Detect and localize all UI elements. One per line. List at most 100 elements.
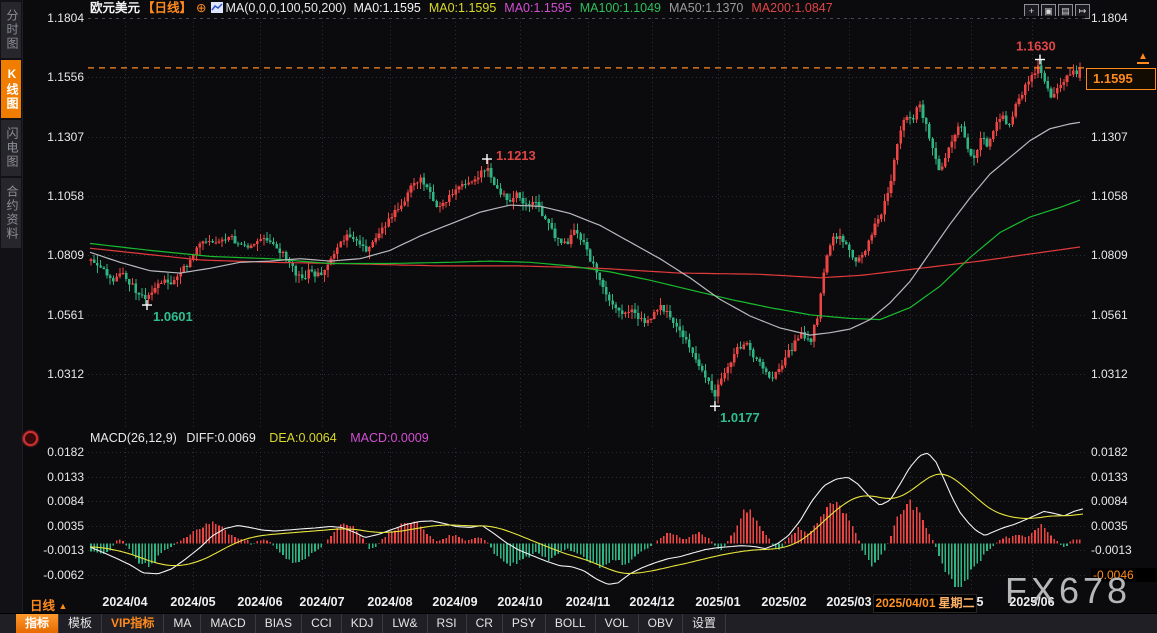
macd-axis-label: 0.0182: [47, 444, 84, 459]
date-tick: 2025/06: [1009, 595, 1055, 609]
mini-chart-icon: [210, 1, 223, 17]
macd-title: MACD(26,12,9): [90, 431, 177, 445]
ma-settings-label: MA(0,0,0,100,50,200): [225, 1, 347, 15]
price-axis-label: 1.0809: [1091, 248, 1128, 263]
svg-text:1.1630: 1.1630: [1016, 39, 1056, 54]
toolbar-button-vol[interactable]: VOL: [596, 614, 639, 633]
price-axis-label: 1.0561: [47, 307, 84, 322]
toolbar-button-obv[interactable]: OBV: [639, 614, 683, 633]
toolbar-button-moban[interactable]: 模板: [59, 614, 103, 633]
toolbar-button-psy[interactable]: PSY: [503, 614, 546, 633]
macd-grid-layer: [88, 448, 1085, 592]
price-axis-label: 1.0312: [47, 366, 84, 381]
price-axis-label: 1.0561: [1091, 307, 1128, 322]
macd-axis-label: 0.0182: [1091, 444, 1128, 459]
svg-text:1.0601: 1.0601: [153, 309, 193, 324]
price-axis-label: 1.1804: [47, 11, 84, 25]
period-tag: 【日线】: [142, 1, 193, 15]
date-tick: 2024/12: [629, 595, 675, 609]
ma-value: MA0:1.1595: [353, 1, 421, 15]
date-tick: 2024/09: [432, 595, 478, 609]
svg-text:1.1213: 1.1213: [496, 148, 536, 163]
macd-diff-value: DIFF:0.0069: [186, 431, 256, 445]
toolbar-button-boll[interactable]: BOLL: [546, 614, 596, 633]
candles-layer: [89, 59, 1082, 407]
circle-plus-icon[interactable]: ⊕: [196, 1, 207, 15]
ma-value: MA0:1.1595: [428, 1, 497, 15]
date-tick: 2025/03: [826, 595, 872, 609]
macd-axis-label: 0.0035: [1091, 518, 1128, 533]
macd-axis-label: 0.0035: [47, 518, 84, 533]
symbol-title: 欧元美元: [90, 1, 141, 15]
sidebar-tab-kline[interactable]: K线图: [1, 60, 21, 118]
price-axis-label: 1.1804: [1091, 11, 1128, 25]
toolbar-button-shezhi[interactable]: 设置: [683, 614, 726, 633]
macd-axis-label: 0.0084: [1091, 494, 1128, 509]
date-tick: 2024/07: [299, 595, 345, 609]
toolbar-button-rsi[interactable]: RSI: [428, 614, 467, 633]
selected-weekday: 星期二: [938, 596, 975, 610]
macd-axis-label: -0.0013: [1091, 543, 1132, 558]
date-tick: 2025/01: [695, 595, 741, 609]
toolbar-button-vip[interactable]: VIP指标: [102, 614, 165, 633]
macd-axis-label: 0.0084: [47, 494, 84, 509]
toolbar-button-zhibiao[interactable]: 指标: [16, 614, 60, 633]
date-tick: 2024/11: [565, 595, 611, 609]
macd-chart[interactable]: [88, 448, 1085, 592]
indicator-eye-icon[interactable]: [23, 431, 38, 446]
date-axis: 日线 ▲ 2025/04/01 星期二 2024/04 2024/05 2024/06…: [0, 592, 1157, 613]
price-axis-label: 1.1556: [47, 70, 84, 85]
toolbar-button-kdj[interactable]: KDJ: [342, 614, 384, 633]
macd-axis-label: 0.0133: [1091, 469, 1128, 484]
date-tick: 2024/10: [497, 595, 543, 609]
date-tick: 2025/02: [761, 595, 807, 609]
macd-header: MACD(26,12,9) DIFF:0.0069 DEA:0.0064 MAC…: [90, 429, 429, 447]
toolbar-button-bias[interactable]: BIAS: [256, 614, 303, 633]
price-axis-label: 1.0809: [47, 248, 84, 263]
period-selector-label: 日线: [30, 599, 56, 613]
ma-value: MA200:1.0847: [751, 1, 833, 15]
chart-header: 欧元美元 【日线】 ⊕ MA(0,0,0,100,50,200) MA0:1.1595 M…: [90, 0, 841, 16]
price-axis-label: 1.1307: [47, 129, 84, 144]
toolbar-button-cr[interactable]: CR: [467, 614, 503, 633]
price-arrow-icon[interactable]: ▲: [1137, 51, 1149, 64]
selected-date: 2025/04/01: [875, 596, 936, 610]
macd-dea-line: [89, 473, 1084, 574]
macd-current-value-label: -0.0046: [1091, 567, 1157, 582]
toolbar-button-cci[interactable]: CCI: [302, 614, 342, 633]
chevron-up-icon: ▲: [58, 601, 68, 611]
ma100-line: [89, 199, 1081, 321]
price-axis-label: 1.0312: [1091, 366, 1128, 381]
date-tick: 2024/06: [237, 595, 283, 609]
date-tick: 2024/05: [170, 595, 216, 609]
date-tick: 5: [976, 595, 984, 609]
toolbar-button-lwr[interactable]: LW&: [383, 614, 428, 633]
ma-value: MA0:1.1595: [504, 1, 572, 15]
sidebar-tab-timeshare[interactable]: 分时图: [1, 2, 21, 58]
extreme-marker: 1.0601: [142, 300, 193, 324]
grid-layer: [88, 18, 1085, 428]
toolbar-button-macd[interactable]: MACD: [201, 614, 256, 633]
extreme-marker: 1.1213: [482, 148, 536, 165]
toolbar-button-ma[interactable]: MA: [164, 614, 202, 633]
selected-date-box: 2025/04/01 星期二: [873, 594, 977, 613]
current-price-box: 1.1595: [1086, 68, 1156, 90]
macd-axis-label: 0.0133: [47, 469, 84, 484]
price-axis-label: 1.1307: [1091, 129, 1128, 144]
sidebar-tab-lightning[interactable]: 闪电图: [1, 120, 21, 176]
date-tick: 2024/08: [367, 595, 413, 609]
current-price-value: 1.1595: [1093, 71, 1133, 86]
macd-macd-value: MACD:0.0009: [350, 431, 429, 445]
ma-value: MA50:1.1370: [669, 1, 744, 15]
left-sidebar: 分时图 K线图 闪电图 合约资料: [0, 0, 23, 633]
candlestick-chart[interactable]: 1.0601 1.1213 1.0177 1.1630: [88, 16, 1085, 428]
macd-diff-line: [89, 452, 1084, 585]
macd-dea-value: DEA:0.0064: [269, 431, 337, 445]
period-selector[interactable]: 日线 ▲: [30, 595, 67, 614]
ma-value: MA100:1.1049: [579, 1, 662, 15]
macd-histogram-layer: [90, 499, 1081, 587]
sidebar-tab-contract[interactable]: 合约资料: [1, 178, 21, 248]
extreme-marker: 1.1630: [1016, 39, 1056, 65]
extreme-marker: 1.0177: [710, 401, 760, 425]
